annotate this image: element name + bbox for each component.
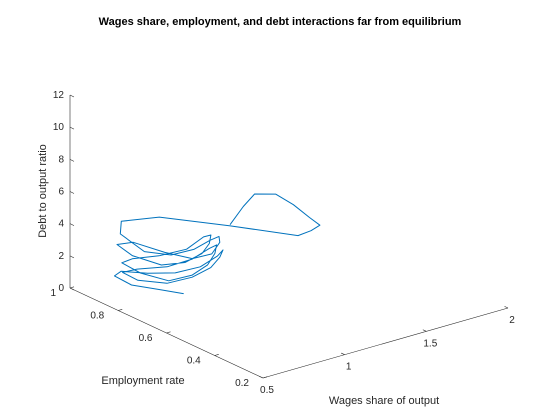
z-tick-label: 12	[53, 90, 65, 101]
y-tick-label: 0.4	[187, 356, 201, 367]
x-tick-label: 0.5	[260, 385, 274, 396]
z-tick-label: 8	[58, 154, 64, 165]
z-tick-label: 10	[53, 122, 65, 133]
z-tick-mark	[69, 159, 75, 162]
y-axis-ticks: 0.2 0.4 0.6 0.8 1	[50, 286, 268, 389]
x-axis-ticks: 0.5 1 1.5 2	[259, 306, 515, 396]
z-axis-ticks: 0 2 4 6 8 10 12	[53, 90, 75, 294]
x-tick-mark	[504, 306, 509, 309]
y-tick-label: 0.8	[90, 311, 104, 322]
y-tick-mark	[262, 376, 268, 379]
x-tick-mark	[341, 352, 345, 355]
x-tick-label: 1	[346, 362, 352, 373]
z-tick-label: 6	[58, 187, 64, 198]
x-tick-mark	[259, 376, 264, 379]
z-tick-mark	[69, 94, 75, 98]
y-tick-label: 1	[50, 288, 56, 299]
x-axis-line	[262, 307, 509, 379]
y-tick-mark	[214, 354, 219, 356]
z-tick-mark	[69, 287, 75, 291]
chart-title: Wages share, employment, and debt intera…	[99, 16, 462, 28]
z-tick-mark	[69, 223, 75, 226]
x-tick-label: 2	[509, 315, 515, 326]
z-axis-label: Debt to output ratio	[37, 144, 49, 238]
z-tick-label: 4	[58, 219, 64, 230]
z-tick-mark	[69, 255, 75, 259]
z-tick-mark	[69, 191, 75, 194]
plot-area	[114, 193, 321, 295]
z-tick-label: 0	[58, 283, 64, 294]
x-tick-label: 1.5	[423, 338, 437, 349]
z-tick-label: 2	[58, 251, 64, 262]
y-tick-mark	[69, 286, 75, 289]
z-tick-mark	[69, 126, 75, 130]
y-tick-label: 0.6	[139, 333, 153, 344]
y-tick-label: 0.2	[235, 378, 249, 389]
y-tick-mark	[118, 309, 123, 311]
y-tick-mark	[166, 331, 171, 334]
x-axis-label: Wages share of output	[329, 395, 439, 407]
x-tick-mark	[422, 329, 427, 332]
series-line-1	[114, 193, 321, 295]
y-axis-label: Employment rate	[101, 375, 184, 387]
